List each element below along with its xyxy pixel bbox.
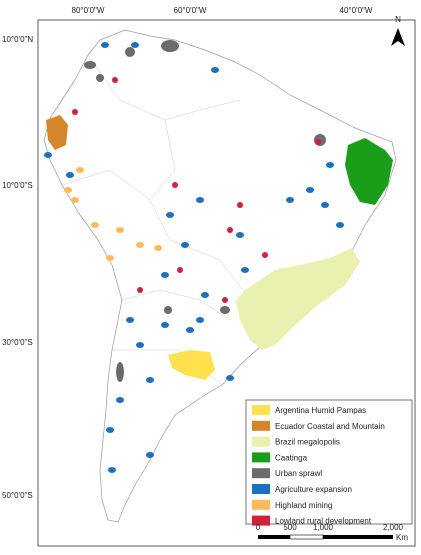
north-arrow: N: [391, 15, 405, 46]
region-patch: [286, 197, 294, 203]
region-patch: [125, 47, 135, 57]
region-patch: [161, 40, 179, 52]
scale-label: 500: [283, 523, 297, 532]
region-patch: [306, 187, 314, 193]
legend-label: Caatinga: [275, 453, 308, 462]
legend-swatch: [252, 515, 270, 526]
region-patch: [106, 427, 114, 433]
region-patch: [186, 327, 194, 333]
region-patch: [326, 162, 334, 168]
region-patch: [146, 452, 154, 458]
region-patch: [116, 397, 124, 403]
legend-swatch: [252, 420, 270, 431]
region-patch: [137, 287, 143, 293]
region-patch: [211, 67, 219, 73]
legend-label: Lowland rural development: [275, 517, 372, 526]
north-label: N: [395, 15, 401, 24]
lat-label: 30°0'0"S: [2, 338, 33, 347]
legend-swatch: [252, 436, 270, 447]
region-patch: [154, 245, 162, 251]
region-patch: [76, 167, 84, 173]
region-patch: [64, 187, 72, 193]
region-patch: [131, 42, 139, 48]
legend-label: Highland mining: [275, 501, 332, 510]
region-patch: [196, 317, 204, 323]
region-area: [168, 350, 215, 380]
legend-label: Brazil megalopolis: [275, 438, 340, 447]
region-patch: [116, 227, 124, 233]
region-patch: [126, 317, 134, 323]
region-patch: [220, 306, 230, 314]
region-patch: [181, 242, 189, 248]
region-patch: [136, 242, 144, 248]
regions: [44, 40, 393, 473]
legend: Argentina Humid Pampas Ecuador Coastal an…: [252, 405, 385, 526]
scale-label: 1,000: [313, 523, 334, 532]
legend-label: Urban sprawl: [275, 469, 322, 478]
region-patch: [106, 255, 114, 261]
region-area: [46, 115, 68, 150]
legend-label: Argentina Humid Pampas: [275, 406, 366, 415]
region-patch: [44, 152, 52, 158]
region-patch: [116, 362, 124, 382]
region-patch: [101, 42, 109, 48]
region-patch: [237, 202, 243, 208]
region-patch: [222, 297, 228, 303]
region-patch: [196, 197, 204, 203]
lat-label: 50°0'0"S: [2, 491, 33, 500]
region-patch: [262, 252, 268, 258]
scale-bar-segment: [323, 535, 393, 539]
legend-box: [245, 399, 413, 525]
region-patch: [227, 227, 233, 233]
region-patch: [172, 182, 178, 188]
region-patch: [146, 377, 154, 383]
region-patch: [236, 232, 244, 238]
region-patch: [177, 267, 183, 273]
continent: [43, 29, 397, 523]
legend-swatch: [252, 452, 270, 463]
region-patch: [112, 77, 118, 83]
region-patch: [108, 467, 116, 473]
legend-swatch: [252, 499, 270, 510]
legend-swatch: [252, 468, 270, 479]
scale-label: 0: [256, 523, 261, 532]
lat-label: 10°0'0"S: [2, 181, 33, 190]
region-patch: [321, 202, 329, 208]
lon-label: 40°0'0"W: [340, 6, 373, 15]
region-patch: [66, 172, 74, 178]
north-arrow-icon: [391, 28, 405, 46]
region-area: [345, 138, 393, 205]
lat-label: 10°0'0"N: [2, 35, 33, 44]
region-patch: [201, 292, 209, 298]
region-patch: [315, 139, 321, 145]
region-patch: [71, 197, 79, 203]
legend-swatch: [252, 405, 270, 415]
region-patch: [166, 212, 174, 218]
region-patch: [91, 222, 99, 228]
lon-label: 60°0'0"W: [174, 6, 207, 15]
region-patch: [136, 342, 144, 348]
region-patch: [72, 109, 78, 115]
scale-bar-segment: [289, 534, 324, 540]
region-patch: [226, 375, 234, 381]
region-area: [236, 248, 360, 350]
region-patch: [164, 306, 172, 314]
region-patch: [84, 61, 96, 69]
region-patch: [161, 322, 169, 328]
scale-unit: Km: [396, 533, 408, 542]
scale-bar-segment: [258, 535, 290, 539]
region-patch: [336, 222, 344, 228]
graticule-labels: 80°0'0"W 60°0'0"W 40°0'0"W 10°0'0"N 10°0'0"S…: [2, 6, 373, 500]
region-patch: [96, 74, 104, 82]
legend-swatch: [252, 484, 270, 494]
legend-label: Agriculture expansion: [275, 485, 352, 494]
region-patch: [241, 267, 249, 273]
legend-label: Ecuador Coastal and Mountain: [275, 422, 385, 431]
lon-label: 80°0'0"W: [72, 6, 105, 15]
region-patch: [161, 272, 169, 278]
scale-label: 2,000: [383, 523, 404, 532]
